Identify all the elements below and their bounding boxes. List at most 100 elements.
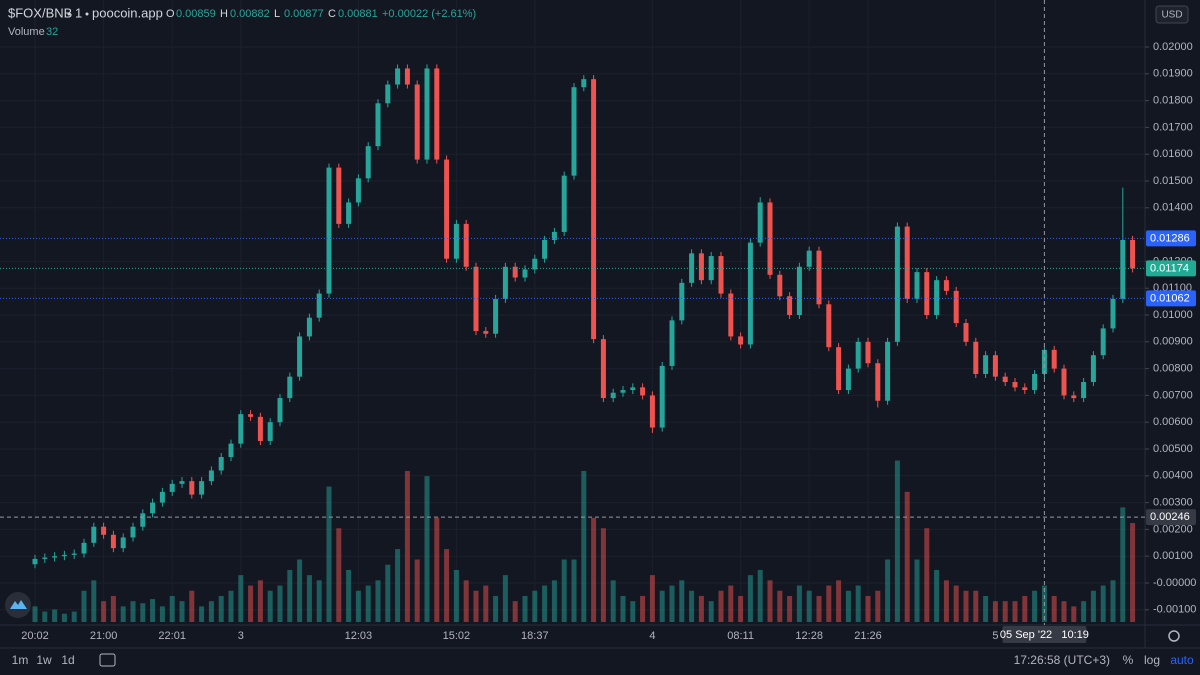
price-label: 0.01174 [1150, 262, 1189, 274]
volume-bar [992, 601, 998, 622]
y-tick-label: 0.00700 [1153, 389, 1193, 401]
option-button[interactable]: auto [1170, 653, 1194, 667]
volume-bar [91, 580, 97, 622]
candle-body [904, 226, 910, 299]
candle-body [120, 537, 126, 549]
x-tick-label: 15:02 [443, 630, 471, 642]
candle-body [473, 266, 479, 332]
volume-bar [581, 470, 587, 622]
candle-body [110, 534, 116, 549]
range-button[interactable]: 1w [36, 653, 52, 667]
volume-bar [757, 569, 763, 622]
candle-body [914, 272, 920, 299]
candle-body [218, 457, 224, 471]
candle-body [228, 443, 234, 458]
volume-bar [1090, 590, 1096, 622]
volume-bar [983, 595, 989, 622]
candle-body [32, 558, 38, 565]
volume-bar [679, 580, 685, 622]
x-tick-label: 21:26 [854, 630, 882, 642]
candle-body [238, 414, 244, 444]
volume-bar [130, 601, 136, 622]
candle-body [816, 250, 822, 305]
candle-body [502, 266, 508, 299]
candle-body [1002, 376, 1008, 383]
candle-body [140, 513, 146, 527]
candle-body [81, 542, 87, 554]
volume-bar [297, 559, 303, 622]
volume-bar [267, 590, 273, 622]
ohlc-label: O [166, 8, 175, 20]
volume-bar [826, 585, 832, 622]
volume-bar [110, 595, 116, 622]
volume-bar [659, 590, 665, 622]
volume-bar [904, 491, 910, 622]
candle-body [1110, 298, 1116, 329]
volume-bar [600, 528, 606, 622]
date-range-icon[interactable] [99, 653, 116, 667]
volume-bar [1022, 595, 1028, 622]
volume-bar [502, 575, 508, 622]
volume-bar [1110, 580, 1116, 622]
volume-bar [738, 595, 744, 622]
price-label: 0.01062 [1150, 292, 1190, 304]
volume-bar [630, 601, 636, 622]
volume-bar [346, 569, 352, 622]
ohlc-value: 0.00881 [338, 8, 378, 20]
candle-body [61, 554, 67, 557]
currency-button[interactable] [1155, 5, 1189, 24]
volume-bar [963, 590, 969, 622]
candle-body [542, 239, 548, 259]
volume-bar [483, 585, 489, 622]
option-button[interactable]: log [1144, 653, 1160, 667]
y-tick-label: 0.01000 [1153, 309, 1193, 321]
candle-body [855, 341, 861, 369]
volume-bar [1120, 507, 1126, 622]
x-tick-label: 08:11 [727, 630, 754, 642]
candle-layer [32, 64, 1136, 569]
candle-body [150, 502, 156, 514]
volume-bar [120, 606, 126, 622]
candle-body [1051, 349, 1057, 369]
volume-bar [836, 580, 842, 622]
volume-bar [816, 595, 822, 622]
volume-bar [179, 601, 185, 622]
candle-body [1022, 387, 1028, 391]
candle-body [640, 387, 646, 396]
candle-body [630, 387, 636, 391]
volume-bar [71, 611, 77, 622]
settings-icon[interactable] [1168, 630, 1180, 642]
volume-bar [414, 559, 420, 622]
candle-body [1061, 368, 1067, 396]
candle-body [375, 103, 381, 147]
volume-bar [943, 580, 949, 622]
range-button[interactable]: 1m [12, 653, 29, 667]
x-tick-label: 5 [992, 630, 998, 642]
candle-body [845, 368, 851, 391]
volume-bar [1081, 601, 1087, 622]
grid [0, 0, 1145, 625]
volume-bar [875, 590, 881, 622]
x-tick-label: 22:01 [158, 630, 186, 642]
range-button[interactable]: 1d [61, 653, 74, 667]
y-tick-label: 0.01800 [1153, 95, 1193, 107]
candle-body [346, 202, 352, 224]
option-button[interactable]: % [1123, 653, 1134, 667]
candle-body [169, 483, 175, 492]
candle-body [257, 416, 263, 441]
volume-bar [512, 601, 518, 622]
volume-bar [257, 580, 263, 622]
volume-bar [865, 595, 871, 622]
volume-bar [698, 595, 704, 622]
volume-bar [277, 585, 283, 622]
candle-body [836, 347, 842, 391]
candle-body [101, 526, 107, 535]
candle-body [522, 269, 528, 278]
volume-bar [934, 569, 940, 622]
y-tick-label: 0.01500 [1153, 175, 1193, 187]
candle-body [551, 231, 557, 240]
candle-body [826, 304, 832, 348]
crosshair-price-box [1146, 509, 1196, 526]
candle-body [444, 159, 450, 259]
